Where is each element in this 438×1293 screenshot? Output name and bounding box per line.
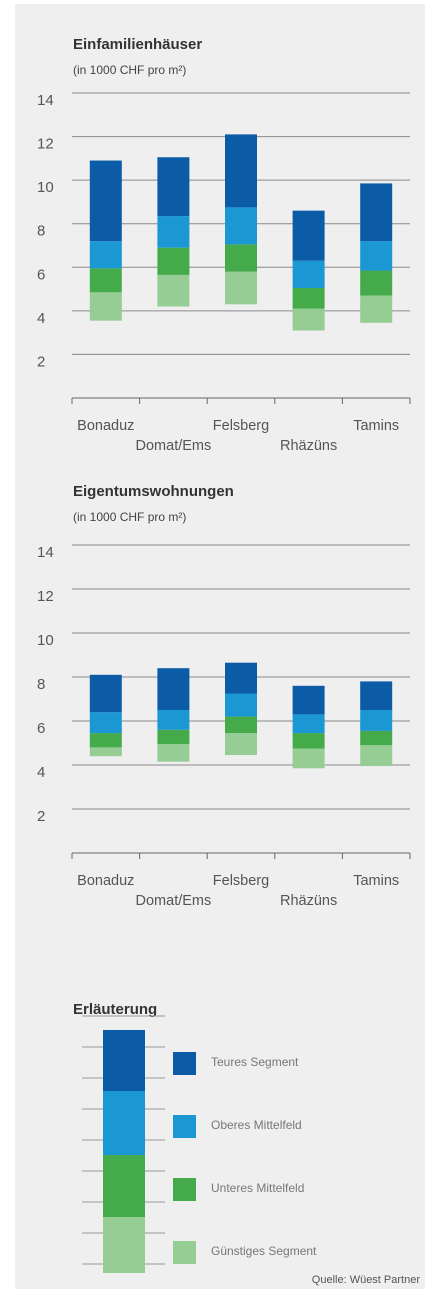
legend-title: Erläuterung (73, 1001, 157, 1018)
chart-title: Eigentumswohnungen (73, 483, 234, 500)
bar-segment (89, 747, 122, 757)
bar-segment (157, 274, 190, 307)
chart-title: Einfamilienhäuser (73, 36, 202, 53)
bar-segment (157, 668, 190, 710)
y-tick-label: 2 (37, 353, 45, 370)
bar-segment (225, 271, 257, 305)
legend-swatch (173, 1178, 196, 1201)
x-tick-label: Tamins (353, 418, 399, 434)
bar-segment (292, 210, 325, 261)
y-tick-label: 4 (37, 764, 45, 781)
bar-segment (225, 716, 257, 734)
bar-segment (225, 733, 257, 756)
y-tick-label: 8 (37, 223, 45, 240)
x-tick-label: Tamins (353, 873, 399, 889)
legend-sample (103, 1155, 145, 1217)
legend-swatch (173, 1052, 196, 1075)
bar-segment (89, 712, 122, 734)
bar-segment (157, 729, 190, 745)
x-tick-label: Rhäzüns (280, 438, 337, 454)
bar-segment (225, 662, 257, 694)
bar-segment (360, 745, 393, 767)
legend-sample (103, 1091, 145, 1155)
x-tick-label: Bonaduz (77, 418, 134, 434)
y-tick-label: 12 (37, 136, 54, 153)
bar-segment (292, 714, 325, 734)
y-tick-label: 8 (37, 676, 45, 693)
bar-segment (157, 216, 190, 248)
y-tick-label: 2 (37, 808, 45, 825)
chart-subtitle: (in 1000 CHF pro m²) (73, 63, 186, 77)
x-tick-label: Domat/Ems (136, 893, 212, 909)
bar-segment (292, 308, 325, 331)
legend-label: Oberes Mittelfeld (211, 1118, 302, 1132)
bar-segment (292, 260, 325, 288)
y-tick-label: 14 (37, 544, 54, 561)
bar-segment (157, 710, 190, 730)
legend-label: Günstiges Segment (211, 1244, 317, 1258)
bar-segment (157, 157, 190, 217)
x-tick-label: Bonaduz (77, 873, 134, 889)
legend-swatch (173, 1115, 196, 1138)
y-tick-label: 6 (37, 266, 45, 283)
bar-segment (225, 244, 257, 272)
y-tick-label: 12 (37, 588, 54, 605)
legend-label: Teures Segment (211, 1055, 299, 1069)
legend-swatch (173, 1241, 196, 1264)
source: Quelle: Wüest Partner (312, 1274, 421, 1286)
x-tick-label: Rhäzüns (280, 893, 337, 909)
bar-segment (360, 270, 393, 296)
bar-segment (360, 183, 393, 242)
bar-segment (89, 268, 122, 293)
bar-segment (292, 685, 325, 715)
bar-segment (360, 681, 393, 710)
bar-segment (157, 744, 190, 762)
bar-segment (292, 748, 325, 769)
x-tick-label: Domat/Ems (136, 438, 212, 454)
bar-segment (157, 247, 190, 275)
x-tick-label: Felsberg (213, 873, 269, 889)
bar-segment (292, 733, 325, 749)
legend-sample (103, 1030, 145, 1091)
bar-segment (360, 710, 393, 731)
legend-sample (103, 1217, 145, 1273)
bar-segment (360, 241, 393, 271)
bar-segment (89, 160, 122, 242)
legend-label: Unteres Mittelfeld (211, 1181, 304, 1195)
panel (15, 4, 425, 1289)
y-tick-label: 4 (37, 310, 45, 327)
bar-segment (89, 292, 122, 321)
y-tick-label: 6 (37, 720, 45, 737)
y-tick-label: 10 (37, 632, 54, 649)
bar-segment (360, 295, 393, 323)
bar-segment (89, 241, 122, 269)
bar-segment (225, 693, 257, 717)
y-tick-label: 14 (37, 92, 54, 109)
bar-segment (89, 733, 122, 748)
bar-segment (89, 674, 122, 713)
chart-subtitle: (in 1000 CHF pro m²) (73, 510, 186, 524)
bar-segment (225, 207, 257, 245)
bar-segment (225, 134, 257, 208)
bar-segment (292, 287, 325, 309)
bar-segment (360, 730, 393, 746)
y-tick-label: 10 (37, 179, 54, 196)
x-tick-label: Felsberg (213, 418, 269, 434)
